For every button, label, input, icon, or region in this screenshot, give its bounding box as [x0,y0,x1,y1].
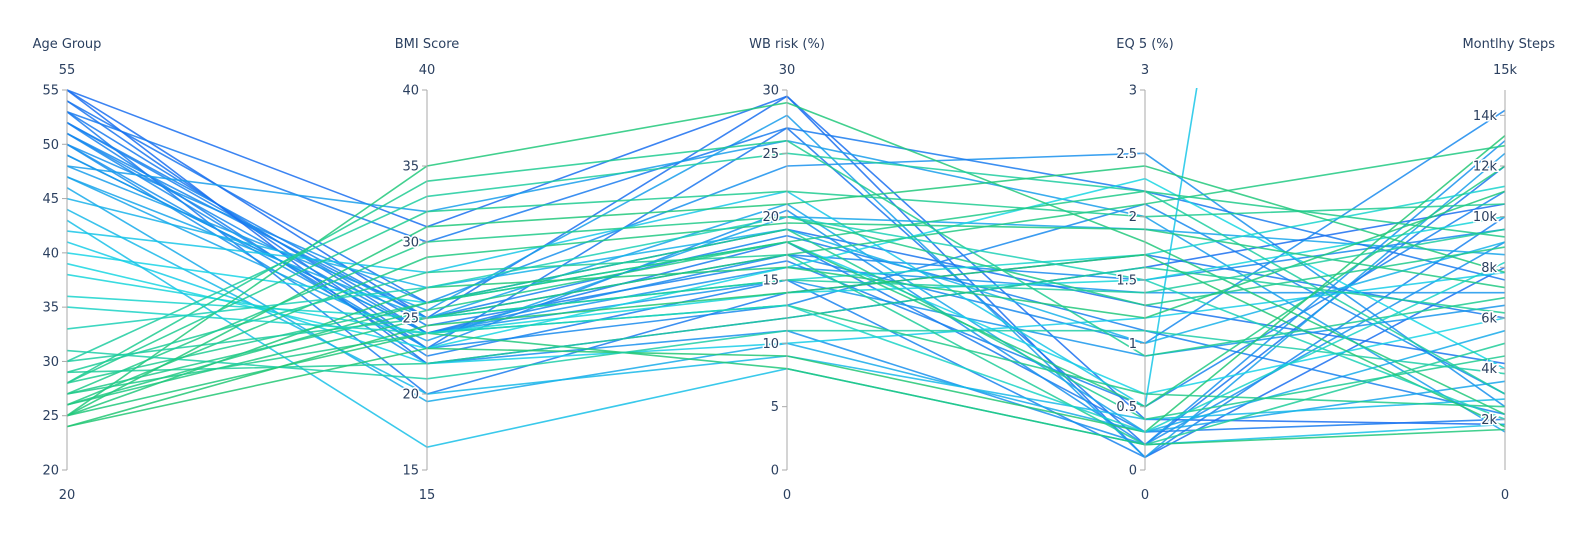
axis-range-max-label: 15k [1493,63,1518,78]
axis-tick-label: 50 [42,138,59,153]
axis-tick-label: 2k [1481,413,1497,428]
axis-tick-label: 15 [762,274,779,289]
axis-tick-label: 20 [762,210,779,225]
axis-tick-label: 40 [402,84,419,99]
axis-tick-label: 1.5 [1116,274,1137,289]
axis-tick-label: 0 [771,464,779,479]
axis-tick-label: 2 [1129,210,1137,225]
axis-range-max-label: 3 [1141,63,1149,78]
axis-tick-label: 25 [42,409,59,424]
axis-tick-label: 25 [762,147,779,162]
data-line-31 [66,177,1506,370]
axis-tick-label: 6k [1481,312,1497,327]
axis-range-max-label: 55 [59,63,76,78]
axis-4[interactable]: Montlhy Steps 15k 0 2k 4k 6k 8k 10k 12k 14k [1462,37,1555,503]
axis-title: EQ 5 (%) [1116,37,1173,52]
axis-3[interactable]: EQ 5 (%) 3 00 0.5 1 1.5 2 2.5 3 [1115,37,1174,503]
axis-tick-label: 0 [1129,464,1137,479]
axis-tick-label: 25 [402,312,419,327]
axis-tick-label: 35 [402,160,419,175]
axis-tick-label: 2.5 [1116,147,1137,162]
axis-range-min-label: 20 [59,488,76,503]
data-line-44 [66,190,1506,384]
axis-tick-label: 55 [42,84,59,99]
axis-tick-label: 30 [402,236,419,251]
axis-range-min-label: 0 [1501,488,1509,503]
data-line-48 [66,165,1506,417]
axis-tick-label: 35 [42,301,59,316]
axis-range-min-label: 0 [1141,488,1149,503]
axis-range-min-label: 15 [419,488,436,503]
axis-tick-label: 40 [42,246,59,261]
axis-title: BMI Score [395,37,460,52]
axis-tick-label: 3 [1129,84,1137,99]
axis-tick-label: 14k [1473,109,1498,124]
axis-range-max-label: 40 [419,63,436,78]
axis-tick-label: 20 [42,464,59,479]
data-line-34 [66,332,1506,446]
axis-tick-label: 10k [1473,210,1498,225]
axis-tick-label: 10 [762,337,779,352]
axis-tick-label: 0.5 [1116,400,1137,415]
axis-tick-label: 30 [42,355,59,370]
axis-title: Age Group [33,37,102,52]
axis-tick-label: 45 [42,192,59,207]
data-line-0 [66,89,1506,459]
axis-range-max-label: 30 [779,63,796,78]
axis-tick-label: 15 [402,464,419,479]
axis-tick-label: 8k [1481,261,1497,276]
data-line-47 [66,329,1506,380]
axis-tick-label: 4k [1481,362,1497,377]
axis-range-min-label: 0 [783,488,791,503]
axis-tick-label: 12k [1473,160,1498,175]
axis-title: WB risk (%) [749,37,825,52]
axis-tick-label: 20 [402,388,419,403]
axis-tick-label: 1 [1129,337,1137,352]
axis-title: Montlhy Steps [1462,37,1555,52]
axis-tick-label: 5 [771,400,779,415]
axis-tick-label: 30 [762,84,779,99]
data-line-32 [66,197,1506,345]
axis-2[interactable]: WB risk (%) 30 00 5 10 15 20 25 30 [749,37,825,503]
